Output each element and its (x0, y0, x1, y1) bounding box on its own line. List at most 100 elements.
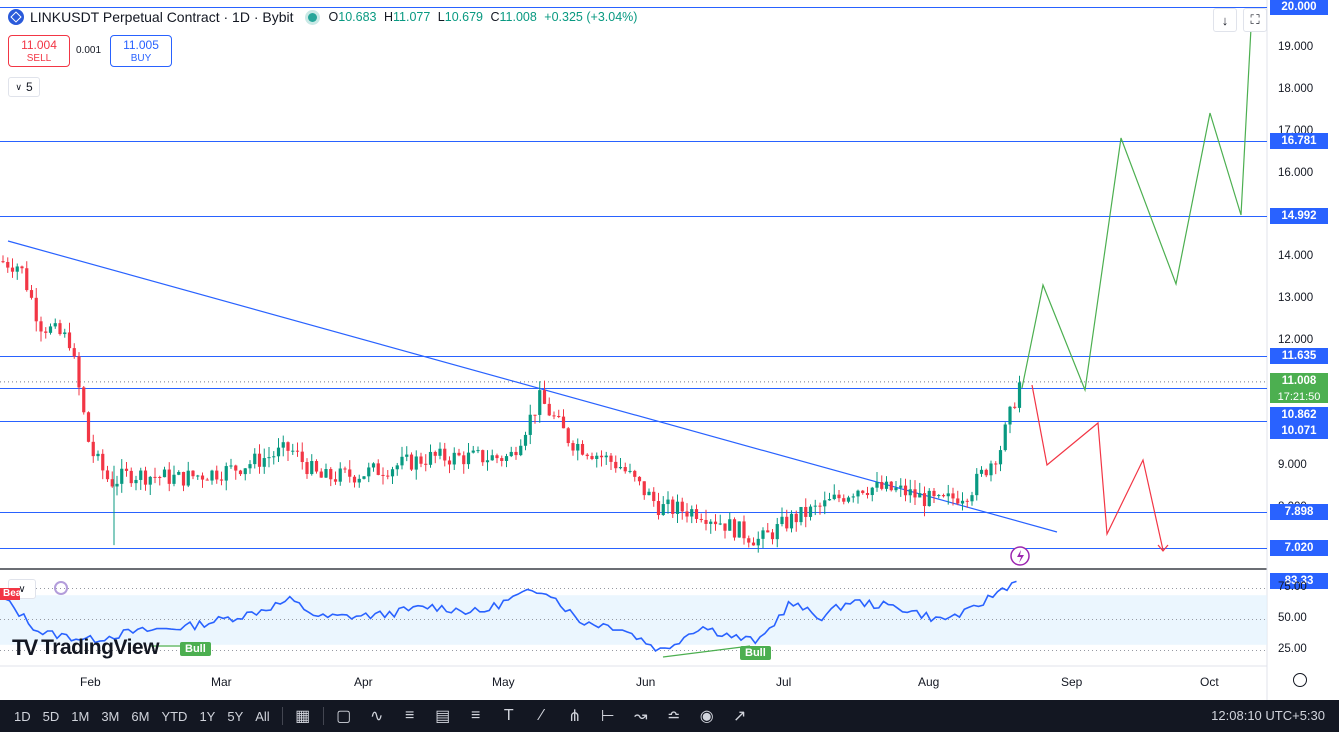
candle-body (870, 487, 874, 496)
candle-body (6, 261, 10, 268)
candle-body (1008, 406, 1012, 425)
range-5d[interactable]: 5D (42, 708, 60, 724)
date-range-icon[interactable]: ▦ (295, 708, 311, 725)
candle-body (856, 490, 860, 497)
chevron-down-icon: ∨ (18, 583, 26, 595)
candle-body (642, 481, 646, 496)
candle-body (775, 524, 779, 540)
candle-body (519, 445, 523, 456)
price-tag: 14.992 (1270, 207, 1328, 224)
fib-extension-icon[interactable]: ▤ (435, 708, 451, 725)
candle-body (908, 489, 912, 496)
candle-body (229, 465, 233, 467)
candle-body (357, 478, 361, 483)
candle-body (153, 476, 157, 478)
candle-body (67, 332, 72, 349)
candle-body (53, 323, 57, 327)
time-axis-label: Jul (776, 675, 792, 689)
candle-body (785, 516, 789, 529)
candle-body (865, 492, 870, 496)
time-axis-label: May (492, 675, 515, 689)
candle-body (124, 468, 129, 471)
candle-body (248, 464, 252, 469)
range-all[interactable]: All (255, 708, 270, 724)
candle-body (571, 443, 575, 451)
candle-body (348, 469, 352, 477)
range-3m[interactable]: 3M (101, 708, 120, 724)
long-position-icon[interactable]: ⊢ (600, 708, 615, 725)
range-ytd[interactable]: YTD (161, 708, 188, 724)
candle-body (799, 506, 803, 523)
divergence-line (662, 645, 751, 658)
fib-channel-icon[interactable]: ≡ (471, 707, 481, 724)
candle-body (134, 479, 138, 484)
rectangle-icon[interactable]: ▢ (336, 708, 352, 725)
rsi-line (0, 580, 1017, 652)
candle-body (371, 463, 376, 468)
price-axis-label: 12.000 (1278, 333, 1314, 346)
buy-button[interactable]: 11.005 BUY (110, 35, 172, 67)
candle-body (823, 500, 827, 507)
candle-body (937, 495, 941, 497)
candle-body (751, 542, 756, 546)
candle-body (808, 506, 813, 517)
candle-body (462, 455, 466, 465)
symbol-title[interactable]: LINKUSDT Perpetual Contract · 1D · Bybit (30, 9, 294, 25)
candle-body (538, 390, 542, 415)
brush-icon[interactable]: ≏ (667, 708, 681, 725)
candle-body (861, 490, 865, 493)
path-icon[interactable]: ↝ (634, 708, 648, 725)
tradingview-logo[interactable]: TV TradingView (12, 635, 159, 661)
indicators-collapse-button[interactable]: ∨ 5 (8, 77, 40, 97)
candle-body (633, 470, 637, 477)
candle-body (63, 332, 67, 335)
candle-body (457, 452, 461, 456)
candle-body (585, 454, 589, 457)
price-axis-label: 18.000 (1278, 83, 1314, 95)
clock-timezone[interactable]: 12:08:10 UTC+5:30 (1211, 708, 1325, 723)
scroll-down-icon[interactable]: ↓ (1213, 8, 1237, 32)
trend-line-icon[interactable]: ∕ (540, 707, 544, 724)
refresh-icon[interactable] (54, 581, 68, 595)
range-5y[interactable]: 5Y (227, 708, 244, 724)
arrow-icon[interactable]: ↗ (733, 708, 747, 725)
candle-body (210, 470, 214, 481)
fullscreen-icon[interactable]: ⛶ (1243, 8, 1267, 32)
candle-body (580, 443, 585, 455)
chart-settings-icon[interactable] (1293, 673, 1307, 687)
candle-body (903, 485, 908, 496)
spread-value: 0.001 (76, 45, 102, 56)
candle-body (846, 497, 851, 502)
price-tag: 11.008 17:21:50 (1270, 372, 1328, 403)
logo-text: TradingView (41, 636, 159, 659)
candle-body (215, 470, 219, 480)
candle-body (685, 511, 689, 517)
candle-body (837, 494, 841, 499)
candle-body (105, 470, 110, 480)
time-axis-label: Jun (636, 675, 656, 689)
pattern-icon[interactable]: ∿ (370, 708, 384, 725)
candle-body (528, 414, 532, 435)
text-icon[interactable]: T (503, 707, 514, 724)
range-1y[interactable]: 1Y (199, 708, 216, 724)
pitchfork-icon[interactable]: ⋔ (568, 708, 582, 725)
sell-button[interactable]: 11.004 SELL (8, 35, 70, 67)
candle-body (709, 521, 713, 524)
candle-body (647, 491, 651, 496)
candle-body (424, 463, 428, 465)
range-1m[interactable]: 1M (71, 708, 90, 724)
indicators-count: 5 (25, 80, 33, 94)
eye-icon[interactable]: ◉ (699, 708, 714, 725)
candle-body (234, 465, 238, 471)
candle-body (533, 414, 537, 416)
candle-body (951, 493, 955, 499)
candle-body (970, 495, 974, 502)
range-6m[interactable]: 6M (131, 708, 150, 724)
candle-body (405, 454, 409, 457)
candle-body (500, 458, 504, 461)
fib-icon[interactable]: ≡ (405, 707, 415, 724)
candle-body (661, 504, 665, 516)
candle-body (998, 450, 1003, 465)
range-1d[interactable]: 1D (14, 708, 31, 724)
